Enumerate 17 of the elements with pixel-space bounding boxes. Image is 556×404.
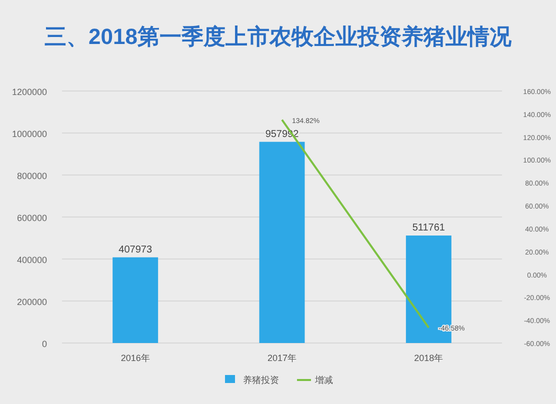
y-tick-label: 1200000 [12,87,47,97]
y-tick-label: 200000 [16,297,47,307]
bar [259,142,305,343]
y-tick-label: 600000 [16,213,47,223]
legend-label: 养猪投资 [243,375,279,385]
bar [112,257,158,343]
x-tick-label: 2016年 [120,353,150,363]
x-tick-label: 2018年 [414,353,444,363]
x-tick-label: 2017年 [267,353,297,363]
chart-title: 三、2018第一季度上市农牧企业投资养猪业情况 [44,24,512,49]
data-label: 407973 [118,244,152,256]
y-tick-label: 400000 [16,255,47,265]
y-tick-label: 0 [42,339,47,349]
legend-label: 增减 [314,375,333,385]
data-label: 511761 [412,222,446,234]
y-tick-label: 800000 [16,171,47,181]
y-tick-label: 1000000 [12,129,47,139]
